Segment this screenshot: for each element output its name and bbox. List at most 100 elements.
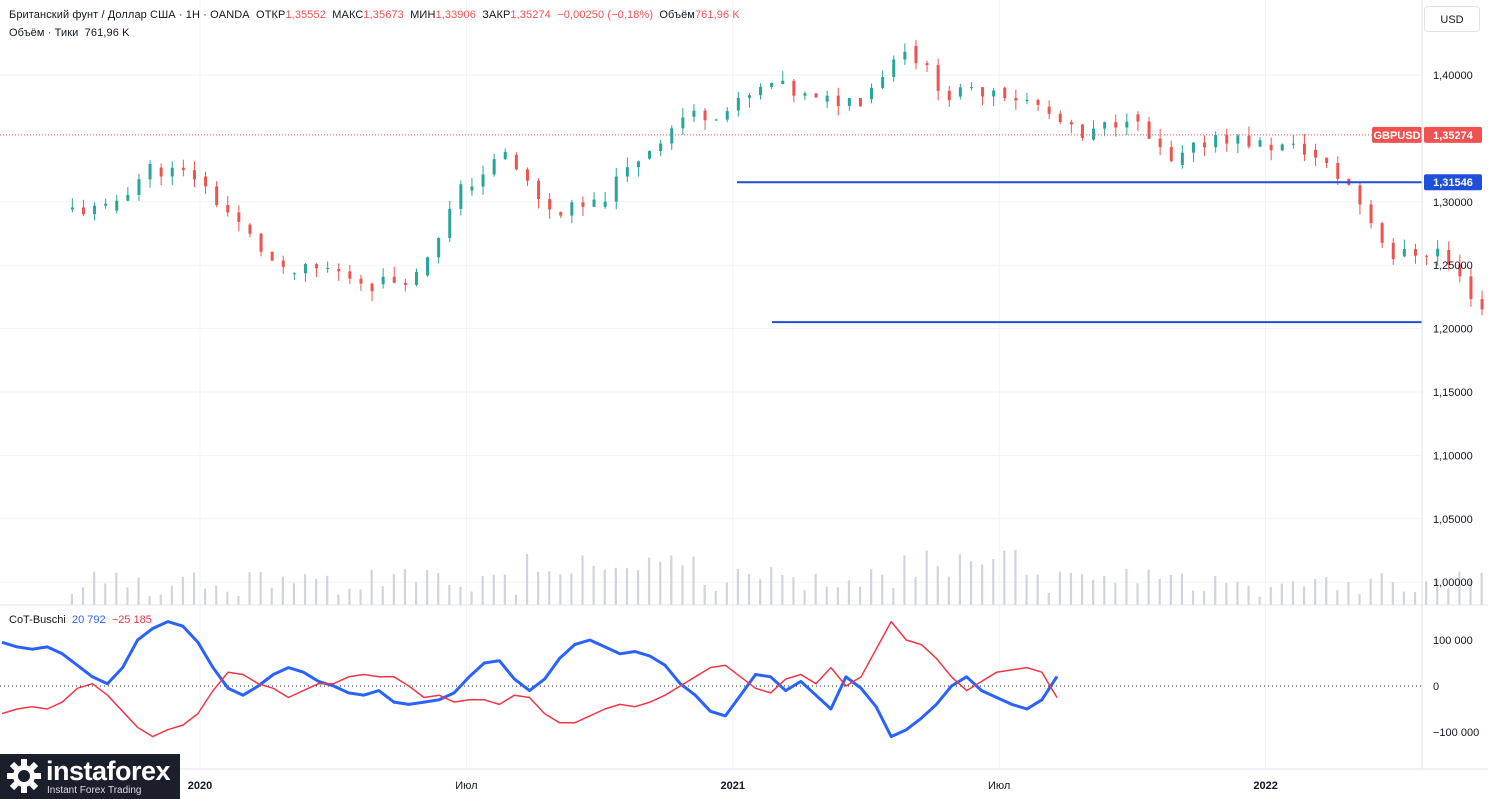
candle-body	[126, 194, 130, 201]
candle-body	[847, 98, 851, 106]
currency-button[interactable]: USD	[1424, 6, 1480, 32]
candle-body	[1092, 128, 1096, 140]
volume-bar	[636, 570, 640, 605]
volume-legend[interactable]: Объём · Тики 761,96 K	[9, 27, 130, 39]
candle-body	[481, 174, 485, 187]
candle-body	[925, 63, 929, 66]
volume-bar	[1347, 582, 1350, 605]
candle-body	[1436, 248, 1440, 257]
volume-bar	[958, 554, 962, 605]
low-value: 1,33906	[435, 9, 476, 21]
candle-body	[370, 283, 374, 292]
open-label: ОТКР	[256, 9, 286, 21]
volume-bar	[181, 576, 185, 605]
volume-bar	[448, 584, 451, 605]
candle-body	[1069, 122, 1073, 125]
volume-bar	[159, 594, 162, 605]
time-tick-label: Июл	[455, 780, 477, 792]
candle-body	[81, 207, 85, 215]
candle-body	[215, 186, 219, 206]
volume-bar	[548, 571, 551, 605]
candle-body	[1314, 149, 1318, 158]
candle-body	[548, 199, 552, 210]
candle-body	[93, 205, 97, 215]
candle-body	[1402, 249, 1406, 257]
volume-bar	[459, 586, 462, 605]
price-tick-label: 1,20000	[1433, 324, 1473, 336]
candle-body	[281, 260, 285, 267]
volume-bar	[592, 565, 595, 605]
volume-bar	[370, 569, 373, 605]
candle-body	[1047, 106, 1051, 114]
candle-body	[981, 87, 985, 97]
time-tick-label: 2021	[721, 780, 745, 792]
volume-bar	[1447, 588, 1450, 605]
volume-bar	[392, 574, 395, 605]
candle-body	[104, 203, 108, 206]
candle-body	[326, 268, 330, 270]
levels: GBPUSD 1,35274 1,31546	[0, 126, 1482, 324]
candle-body	[204, 176, 208, 187]
indicator-value-red: −25 185	[111, 614, 152, 626]
candle-body	[881, 77, 885, 88]
price-tick-label: 1,15000	[1433, 387, 1473, 399]
volume-ticks-value: 761,96 K	[84, 27, 130, 39]
volume-bar	[1236, 581, 1239, 605]
volume-bar	[337, 594, 340, 605]
candle-body	[625, 167, 629, 177]
candle-body	[1169, 147, 1173, 162]
volume-bar	[659, 561, 662, 605]
indicator-legend[interactable]: CoT-Buschi 20 792 −25 185	[9, 614, 152, 626]
volume-bar	[1258, 596, 1261, 605]
candle-body	[969, 87, 973, 89]
candle-body	[292, 273, 296, 275]
candle-body	[1369, 204, 1373, 224]
volume-bar	[1092, 579, 1095, 605]
volume-bar	[1203, 591, 1206, 605]
candle-body	[836, 95, 840, 106]
volume-bar	[836, 587, 839, 605]
price-tick-label: 1,40000	[1433, 70, 1473, 82]
candle-body	[1247, 135, 1251, 147]
candle-body	[781, 80, 785, 84]
low-label: МИН	[410, 9, 436, 21]
candle-body	[115, 200, 119, 211]
volume-bar	[1302, 586, 1306, 605]
volume-bar	[881, 574, 884, 605]
volume-bar	[1014, 549, 1017, 605]
volume-label: Объём	[659, 9, 695, 21]
volume-bar	[315, 578, 318, 605]
candle-body	[1180, 152, 1184, 166]
volume-bar	[1047, 593, 1050, 605]
volume-bar	[359, 589, 362, 605]
volume-bar	[248, 572, 251, 605]
volume-bar	[692, 556, 695, 605]
volume-bars	[70, 549, 1483, 605]
symbol-tag-label: GBPUSD	[1373, 130, 1420, 142]
candle-body	[470, 186, 474, 191]
candle-body	[1058, 113, 1062, 123]
time-tick-label: Июл	[988, 780, 1010, 792]
volume-bar	[403, 569, 407, 605]
candle-body	[348, 271, 352, 279]
candle-body	[614, 176, 618, 202]
volume-bar	[803, 590, 806, 605]
candle-body	[803, 93, 807, 96]
volume-bar	[1136, 583, 1139, 605]
change-value: −0,00250 (−0,18%)	[557, 9, 654, 21]
close-value: 1,35274	[510, 9, 551, 21]
volume-ticks-label: Объём · Тики	[9, 27, 79, 39]
volume-bar	[414, 581, 418, 605]
volume-bar	[858, 586, 862, 605]
volume-bar	[303, 573, 307, 605]
volume-bar	[1358, 594, 1361, 605]
volume-bar	[1458, 571, 1461, 605]
price-tick-label: 1,00000	[1433, 577, 1473, 589]
candle-body	[426, 257, 430, 276]
logo-tagline: Instant Forex Trading	[47, 785, 142, 796]
symbol-legend[interactable]: Британский фунт / Доллар США · 1Н · OAND…	[9, 9, 740, 21]
volume-bar	[525, 554, 529, 605]
grid	[0, 0, 1422, 769]
price-tick-label: 1,10000	[1433, 450, 1473, 462]
